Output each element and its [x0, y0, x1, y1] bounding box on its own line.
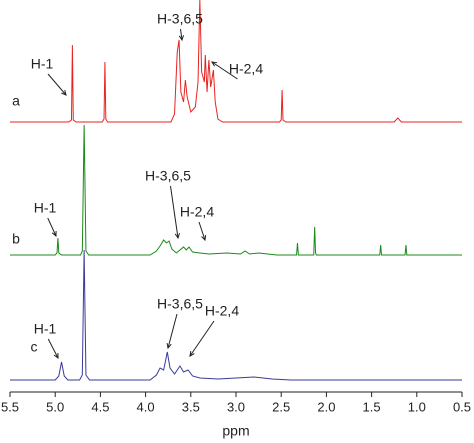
x-tick-label: 5.5 [1, 399, 19, 414]
annotation-arrowhead [211, 61, 218, 67]
x-tick-label: 3.0 [227, 399, 245, 414]
annotation-arrowhead [189, 350, 195, 357]
annotation-arrow [167, 313, 178, 349]
annotation-arrowhead [53, 352, 59, 360]
x-tick-label: 4.0 [137, 399, 155, 414]
x-axis-label: ppm [222, 423, 249, 439]
peak-annotation: H-2,4 [205, 303, 239, 319]
annotation-arrowhead [178, 35, 185, 42]
series-label: a [12, 93, 20, 109]
annotation-arrow [198, 221, 206, 241]
peak-annotation: H-2,4 [180, 204, 214, 220]
annotation-arrow [180, 28, 183, 41]
peak-annotation: H-1 [34, 200, 57, 216]
annotation-arrow [170, 185, 179, 239]
peak-annotation: H-3,6,5 [157, 296, 203, 312]
annotation-arrow [189, 320, 215, 357]
annotation-arrowhead [51, 230, 57, 238]
annotation-arrow [47, 338, 59, 359]
x-tick-label: 0.5 [453, 399, 471, 414]
annotation-arrow [47, 217, 57, 237]
annotation-arrowhead [174, 233, 180, 240]
annotation-arrowhead [166, 342, 172, 350]
x-tick-label: 2.5 [272, 399, 290, 414]
x-tick-label: 3.5 [182, 399, 200, 414]
annotation-arrow [47, 73, 67, 96]
x-tick-label: 1.5 [363, 399, 381, 414]
peak-annotation: H-2,4 [229, 61, 263, 77]
x-tick-label: 4.5 [91, 399, 109, 414]
annotation-arrowhead [201, 234, 207, 242]
annotation-arrow [211, 61, 238, 80]
spectrum-line [10, 124, 462, 256]
spectrum-line [10, 249, 462, 381]
spectrum-line [10, 0, 462, 123]
x-tick-label: 1.0 [408, 399, 426, 414]
peak-annotation: H-3,6,5 [145, 168, 191, 184]
series-label: c [31, 339, 38, 355]
x-tick-label: 5.0 [46, 399, 64, 414]
x-tick-label: 2.0 [317, 399, 335, 414]
series-label: b [12, 231, 20, 247]
peak-annotation: H-3,6,5 [157, 11, 203, 27]
annotation-arrowhead [61, 90, 67, 96]
peak-annotation: H-1 [31, 56, 54, 72]
peak-annotation: H-1 [34, 321, 57, 337]
